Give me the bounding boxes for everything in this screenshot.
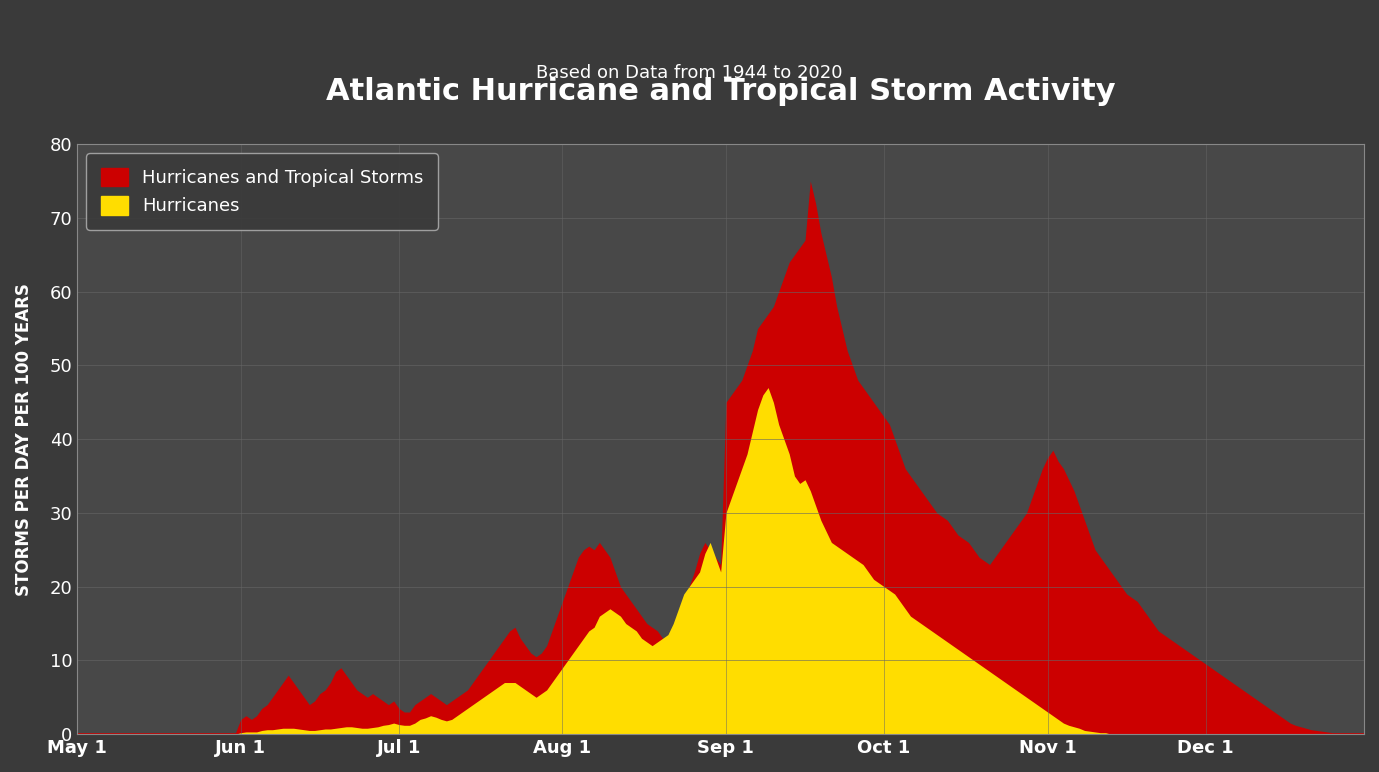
Text: Based on Data from 1944 to 2020: Based on Data from 1944 to 2020 <box>536 64 843 83</box>
Title: Atlantic Hurricane and Tropical Storm Activity: Atlantic Hurricane and Tropical Storm Ac… <box>325 76 1116 106</box>
Y-axis label: STORMS PER DAY PER 100 YEARS: STORMS PER DAY PER 100 YEARS <box>15 283 33 596</box>
Legend: Hurricanes and Tropical Storms, Hurricanes: Hurricanes and Tropical Storms, Hurrican… <box>87 153 439 230</box>
